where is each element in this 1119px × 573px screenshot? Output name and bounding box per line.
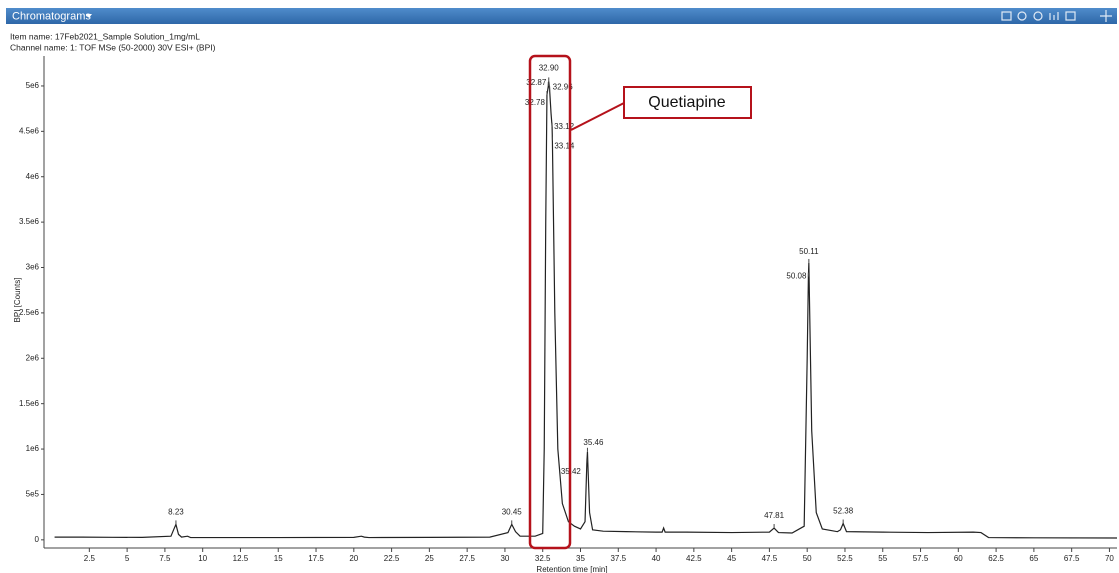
y-tick-label: 4e6 (26, 172, 40, 181)
y-tick-label: 3e6 (26, 263, 40, 272)
peak-label: 32.90 (539, 64, 560, 73)
y-tick-label: 2.5e6 (19, 308, 40, 317)
x-tick-label: 20 (349, 554, 358, 563)
y-axis-label: BPI [Counts] (13, 278, 22, 323)
peak-label: 50.11 (799, 247, 819, 256)
x-tick-label: 27.5 (459, 554, 475, 563)
tool-icon[interactable] (1065, 11, 1076, 21)
x-axis-label: Retention time [min] (536, 565, 607, 573)
x-tick-label: 47.5 (762, 554, 778, 563)
x-tick-label: 62.5 (988, 554, 1004, 563)
x-tick-label: 52.5 (837, 554, 853, 563)
x-tick-label: 40 (652, 554, 661, 563)
tool-icon[interactable] (1033, 11, 1043, 21)
tool-icon[interactable] (1100, 10, 1112, 22)
tool-icon[interactable] (1017, 11, 1027, 21)
y-tick-label: 1.5e6 (19, 399, 40, 408)
callout-line (570, 102, 625, 131)
x-tick-label: 35 (576, 554, 585, 563)
callout-label: Quetiapine (648, 94, 725, 111)
item-name: Item name: 17Feb2021_Sample Solution_1mg… (10, 31, 200, 41)
dropdown-arrow[interactable] (86, 14, 92, 18)
peak-label: 35.46 (583, 438, 604, 447)
title-bar (6, 8, 1117, 24)
peak-label: 33.14 (554, 142, 575, 151)
peak-label: 32.78 (525, 98, 546, 107)
x-tick-label: 2.5 (84, 554, 96, 563)
x-tick-label: 17.5 (308, 554, 324, 563)
tool-icon[interactable] (1049, 12, 1059, 20)
x-tick-label: 57.5 (913, 554, 929, 563)
x-tick-label: 5 (125, 554, 130, 563)
peak-label: 47.81 (764, 511, 785, 520)
x-tick-label: 10 (198, 554, 207, 563)
panel-title[interactable]: Chromatograms (12, 10, 91, 22)
x-tick-label: 15 (274, 554, 283, 563)
x-tick-label: 50 (803, 554, 812, 563)
channel-name: Channel name: 1: TOF MSe (50-2000) 30V E… (10, 42, 216, 52)
x-tick-label: 55 (878, 554, 887, 563)
peak-label: 30.45 (502, 508, 523, 517)
peak-label: 8.23 (168, 508, 184, 517)
y-tick-label: 0 (35, 535, 40, 544)
y-tick-label: 5e6 (26, 81, 40, 90)
x-tick-label: 25 (425, 554, 434, 563)
highlight-box (528, 54, 572, 550)
x-tick-label: 45 (727, 554, 736, 563)
y-tick-label: 2e6 (26, 353, 40, 362)
x-tick-label: 60 (954, 554, 963, 563)
peak-label: 32.96 (553, 83, 574, 92)
peak-label: 32.87 (526, 78, 547, 87)
y-tick-label: 1e6 (26, 444, 40, 453)
peak-label: 50.08 (786, 272, 807, 281)
trace (54, 81, 1118, 539)
x-tick-label: 7.5 (159, 554, 171, 563)
x-tick-label: 42.5 (686, 554, 702, 563)
toolbar (1001, 10, 1112, 22)
x-tick-label: 12.5 (233, 554, 249, 563)
peak-label: 52.38 (833, 507, 854, 516)
y-tick-label: 3.5e6 (19, 217, 40, 226)
x-tick-label: 70 (1105, 554, 1114, 563)
peak-label: 33.12 (554, 122, 575, 131)
y-tick-label: 4.5e6 (19, 126, 40, 135)
x-tick-label: 32.5 (535, 554, 551, 563)
callout-box (623, 86, 752, 119)
x-tick-label: 67.5 (1064, 554, 1080, 563)
y-tick-label: 5e5 (26, 490, 40, 499)
x-tick-label: 30 (500, 554, 509, 563)
x-tick-label: 22.5 (384, 554, 400, 563)
x-tick-label: 37.5 (610, 554, 626, 563)
tool-icon[interactable] (1001, 11, 1012, 21)
x-tick-label: 65 (1029, 554, 1038, 563)
plot: 0 5e5 1e6 1.5e6 2e6 2.5e6 3e6 3.5e6 4e6 4.5e6 5e6 2… (13, 56, 1118, 573)
